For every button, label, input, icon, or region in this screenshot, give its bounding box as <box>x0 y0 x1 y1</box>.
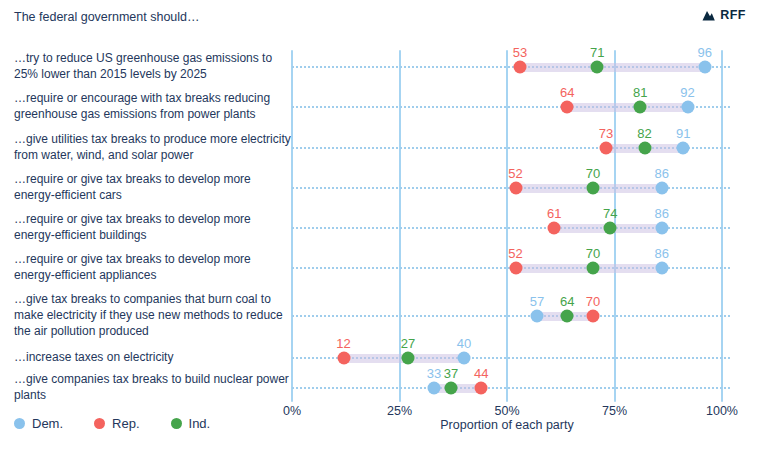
dot-ind <box>402 352 415 365</box>
value-label-ind: 82 <box>637 126 651 141</box>
value-label-rep: 52 <box>508 166 522 181</box>
x-gridline <box>721 50 723 402</box>
value-label-rep: 61 <box>547 206 561 221</box>
row-dotted-line <box>292 387 730 389</box>
dot-rep <box>513 61 526 74</box>
x-gridline <box>506 50 508 402</box>
value-label-ind: 70 <box>586 166 600 181</box>
value-label-rep: 53 <box>513 45 527 60</box>
category-label: …give companies tax breaks to build nucl… <box>14 372 291 404</box>
connector-band <box>520 63 705 72</box>
value-label-dem: 57 <box>530 294 544 309</box>
dot-dem <box>681 101 694 114</box>
dot-dem <box>677 142 690 155</box>
dot-dem <box>655 222 668 235</box>
legend-label: Rep. <box>112 416 139 431</box>
value-label-rep: 52 <box>508 246 522 261</box>
dot-ind <box>561 310 574 323</box>
chart-canvas: The federal government should… RFF …try … <box>0 0 760 464</box>
value-label-ind: 64 <box>560 294 574 309</box>
brand-name: RFF <box>720 8 746 22</box>
value-label-rep: 73 <box>599 126 613 141</box>
value-label-dem: 40 <box>457 336 471 351</box>
value-label-rep: 70 <box>586 294 600 309</box>
x-axis-tick-label: 0% <box>283 404 301 418</box>
legend-label: Dem. <box>32 416 63 431</box>
dot-ind <box>634 101 647 114</box>
category-label: …require or give tax breaks to develop m… <box>14 252 291 284</box>
dot-rep <box>587 310 600 323</box>
dot-dem <box>655 262 668 275</box>
x-gridline <box>291 50 293 402</box>
x-axis-tick-label: 25% <box>387 404 412 418</box>
legend-swatch-ind <box>171 418 182 429</box>
legend-swatch-rep <box>94 418 105 429</box>
legend: Dem. Rep. Ind. <box>14 416 210 431</box>
row-dotted-line <box>292 315 730 317</box>
category-label: …require or give tax breaks to develop m… <box>14 212 291 244</box>
dot-rep <box>548 222 561 235</box>
value-label-dem: 86 <box>655 246 669 261</box>
value-label-ind: 70 <box>586 246 600 261</box>
value-label-rep: 64 <box>560 85 574 100</box>
x-axis-tick-label: 75% <box>602 404 627 418</box>
dot-dem <box>698 61 711 74</box>
dot-dem <box>531 310 544 323</box>
category-label: …increase taxes on electricity <box>14 350 291 366</box>
dot-ind <box>638 142 651 155</box>
x-axis-title: Proportion of each party <box>292 418 722 432</box>
legend-item-dem: Dem. <box>14 416 63 431</box>
category-label: …require or encourage with tax breaks re… <box>14 91 291 123</box>
value-label-rep: 12 <box>336 336 350 351</box>
rff-logo: RFF <box>701 8 746 22</box>
dot-rep <box>509 182 522 195</box>
category-labels: …try to reduce US greenhouse gas emissio… <box>14 0 291 464</box>
legend-item-rep: Rep. <box>94 416 139 431</box>
dot-ind <box>587 262 600 275</box>
category-label: …try to reduce US greenhouse gas emissio… <box>14 51 291 83</box>
category-label: …give tax breaks to companies that burn … <box>14 292 291 339</box>
value-label-rep: 44 <box>474 366 488 381</box>
value-label-dem: 92 <box>680 85 694 100</box>
plot-area: 0%25%50%75%100%5371966481927382915270866… <box>292 50 722 402</box>
dot-dem <box>458 352 471 365</box>
dot-ind <box>604 222 617 235</box>
dot-dem <box>427 382 440 395</box>
value-label-ind: 81 <box>633 85 647 100</box>
legend-item-ind: Ind. <box>171 416 211 431</box>
value-label-ind: 74 <box>603 206 617 221</box>
dot-ind <box>587 182 600 195</box>
value-label-ind: 37 <box>444 366 458 381</box>
value-label-dem: 86 <box>655 166 669 181</box>
value-label-dem: 91 <box>676 126 690 141</box>
category-label: …give utilities tax breaks to produce mo… <box>14 132 291 164</box>
category-label: …require or give tax breaks to develop m… <box>14 172 291 204</box>
value-label-dem: 33 <box>427 366 441 381</box>
dot-rep <box>599 142 612 155</box>
dot-ind <box>445 382 458 395</box>
x-axis-tick-label: 100% <box>706 404 738 418</box>
value-label-ind: 27 <box>401 336 415 351</box>
value-label-ind: 71 <box>590 45 604 60</box>
dot-rep <box>561 101 574 114</box>
dot-rep <box>475 382 488 395</box>
dot-ind <box>591 61 604 74</box>
value-label-dem: 86 <box>655 206 669 221</box>
value-label-dem: 96 <box>698 45 712 60</box>
dot-dem <box>655 182 668 195</box>
mountain-icon <box>701 8 716 22</box>
legend-swatch-dem <box>14 418 25 429</box>
x-axis-tick-label: 50% <box>494 404 519 418</box>
dot-rep <box>337 352 350 365</box>
legend-label: Ind. <box>189 416 211 431</box>
dot-rep <box>509 262 522 275</box>
connector-band <box>567 103 687 112</box>
